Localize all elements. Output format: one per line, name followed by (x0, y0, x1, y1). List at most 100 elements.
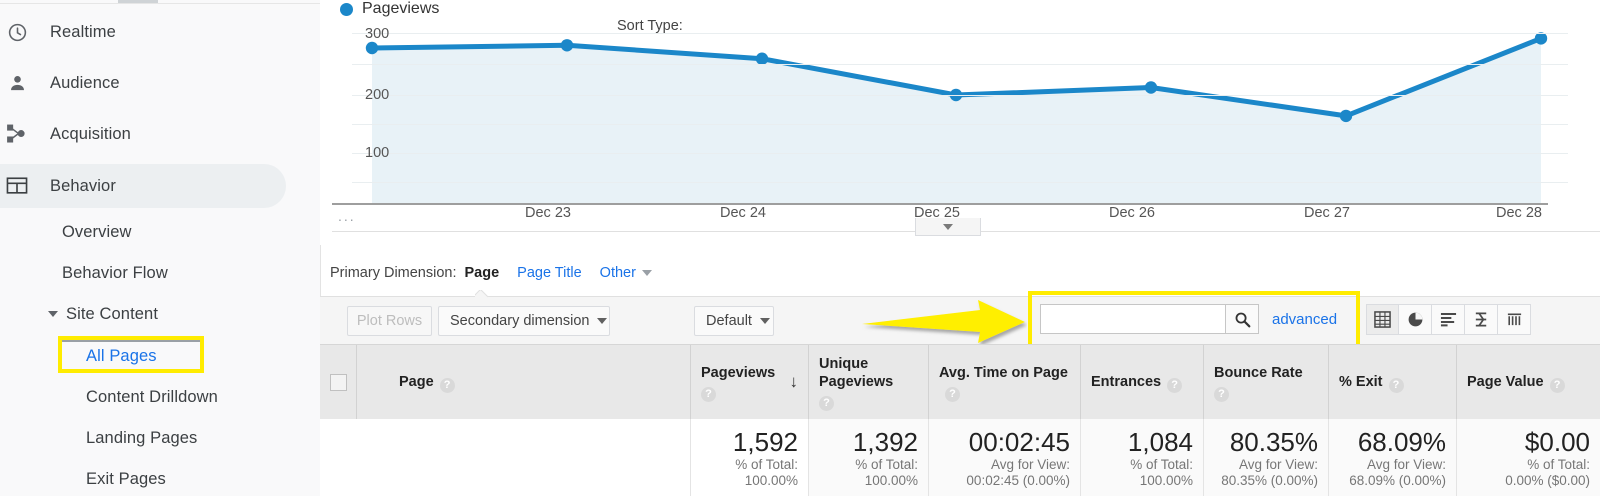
sort-type-dropdown[interactable]: Default (694, 306, 774, 336)
sidebar-item-all-pages[interactable]: All Pages (0, 336, 286, 376)
pivot-view-icon[interactable] (1498, 304, 1531, 335)
help-icon[interactable]: ? (1167, 377, 1183, 393)
summary-page-value: $0.00 % of Total: 0.00% ($0.00) (1456, 419, 1600, 496)
x-tick-label: Dec 28 (1496, 205, 1542, 221)
column-label: % Exit (1339, 373, 1383, 390)
sidebar-item-behavior[interactable]: Behavior (0, 164, 286, 208)
sidebar-item-label: Behavior (50, 176, 116, 195)
column-label: Pageviews (701, 364, 776, 381)
x-tick-label: Dec 23 (525, 205, 571, 221)
sidebar-item-exit-pages[interactable]: Exit Pages (0, 459, 286, 496)
x-tick-label: Dec 26 (1109, 205, 1155, 221)
sidebar-item-content-drilldown[interactable]: Content Drilldown (0, 377, 286, 417)
sidebar-item-realtime[interactable]: Realtime (0, 10, 286, 54)
table-summary-row: 1,592 % of Total: 100.00% 1,392 % of Tot… (320, 419, 1600, 496)
y-tick-label: 200 (365, 87, 390, 103)
comparison-view-icon[interactable] (1465, 304, 1498, 335)
y-tick-label: 100 (365, 145, 390, 161)
advanced-link[interactable]: advanced (1272, 310, 1338, 328)
chart-data-point[interactable] (755, 52, 769, 65)
column-label: Page Value (1467, 373, 1544, 390)
sidebar-item-landing-pages[interactable]: Landing Pages (0, 418, 286, 458)
view-type-buttons (1366, 304, 1531, 335)
sidebar-item-site-content[interactable]: Site Content (0, 294, 286, 334)
column-header-unique-pageviews[interactable]: Unique Pageviews ? (808, 345, 928, 420)
sidebar-item-label: Realtime (50, 22, 116, 41)
search-input[interactable] (1040, 304, 1225, 334)
pageviews-chart-panel: Pageviews 300 200 100 ... Dec 23 Dec 24 … (320, 0, 1600, 245)
help-icon[interactable]: ? (701, 386, 716, 402)
secondary-dimension-dropdown[interactable]: Secondary dimension (438, 306, 610, 336)
help-icon[interactable]: ? (1388, 377, 1404, 393)
sidebar-item-label: Site Content (66, 304, 159, 323)
search-button[interactable] (1225, 304, 1259, 334)
select-all-header[interactable] (320, 345, 356, 420)
column-header-pageviews[interactable]: Pageviews ? ↓ (690, 345, 808, 420)
column-label: Page (399, 373, 434, 390)
all-pages-highlight-annotation (58, 336, 204, 373)
sidebar-item-overview[interactable]: Overview (0, 212, 286, 252)
table-view-icon[interactable] (1366, 304, 1399, 335)
sidebar-item-label: Landing Pages (86, 428, 198, 447)
sort-descending-icon[interactable]: ↓ (789, 372, 799, 391)
pie-chart-view-icon[interactable] (1399, 304, 1432, 335)
clock-icon (6, 21, 28, 43)
column-header-avg-time-on-page[interactable]: Avg. Time on Page? (928, 345, 1080, 420)
sidebar-item-audience[interactable]: Audience (0, 61, 286, 105)
legend-color-dot (340, 2, 353, 16)
chart-data-point[interactable] (1144, 81, 1158, 94)
chart-legend[interactable]: Pageviews (340, 0, 439, 18)
sidebar-item-label: Acquisition (50, 124, 131, 143)
all-pages-inner-border (62, 340, 200, 369)
help-icon[interactable]: ? (819, 395, 834, 411)
select-all-checkbox[interactable] (329, 374, 347, 391)
search-icon (1235, 312, 1250, 327)
chart-data-point[interactable] (1339, 109, 1353, 123)
sidebar-item-label: Content Drilldown (86, 387, 218, 406)
plot-rows-button[interactable]: Plot Rows (347, 306, 432, 336)
x-tick-label: Dec 27 (1304, 205, 1350, 221)
sidebar-item-acquisition[interactable]: Acquisition (0, 112, 286, 156)
sidebar-item-label: Exit Pages (86, 469, 166, 488)
gridline (352, 33, 1568, 34)
search-highlight-annotation (1028, 291, 1360, 349)
performance-bar-view-icon[interactable] (1432, 304, 1465, 335)
column-header-pct-exit[interactable]: % Exit? (1328, 345, 1456, 420)
column-header-page-value[interactable]: Page Value? (1456, 345, 1600, 420)
yellow-arrow-annotation (862, 298, 1027, 346)
gridline (352, 64, 1568, 65)
summary-unique-pageviews: 1,392 % of Total: 100.00% (808, 419, 928, 496)
help-icon[interactable]: ? (1549, 377, 1565, 393)
y-tick-label: 300 (365, 26, 390, 42)
primary-dimension-other[interactable]: Other (599, 265, 636, 281)
sidebar-item-label: Behavior Flow (62, 263, 168, 282)
primary-dimension-page[interactable]: Page (464, 265, 500, 281)
x-tick-label: Dec 25 (914, 205, 960, 221)
chart-data-point[interactable] (1534, 32, 1548, 45)
column-header-bounce-rate[interactable]: Bounce Rate ? (1203, 345, 1328, 420)
sidebar-divider (0, 3, 320, 4)
summary-bounce-rate: 80.35% Avg for View: 80.35% (0.00%) (1203, 419, 1328, 496)
sidebar: Realtime Audience Acquisition (0, 0, 321, 496)
chart-plot-area: 300 200 100 (352, 25, 1568, 204)
chart-expand-toggle[interactable] (915, 218, 981, 236)
gridline (352, 124, 1568, 125)
chart-data-point[interactable] (365, 41, 379, 55)
help-icon[interactable]: ? (1214, 386, 1229, 402)
gridline (352, 182, 1568, 183)
x-tick-label: Dec 24 (720, 205, 766, 221)
chart-data-point[interactable] (560, 39, 574, 52)
column-header-entrances[interactable]: Entrances? (1080, 345, 1203, 420)
chevron-down-icon[interactable] (641, 270, 652, 276)
x-axis-line (332, 203, 1548, 205)
column-label: Entrances (1091, 373, 1162, 390)
behavior-panel-icon (6, 175, 28, 197)
summary-pageviews: 1,592 % of Total: 100.00% (690, 419, 808, 496)
primary-dimension-page-title[interactable]: Page Title (517, 265, 582, 281)
column-header-page[interactable]: Page? (356, 345, 690, 420)
pages-data-table: Page? Pageviews ? ↓ Unique Pageviews ? A… (320, 344, 1600, 496)
sidebar-item-behavior-flow[interactable]: Behavior Flow (0, 253, 286, 293)
help-icon[interactable]: ? (439, 377, 455, 393)
column-label: Bounce Rate (1214, 364, 1303, 381)
help-icon[interactable]: ? (945, 386, 960, 402)
